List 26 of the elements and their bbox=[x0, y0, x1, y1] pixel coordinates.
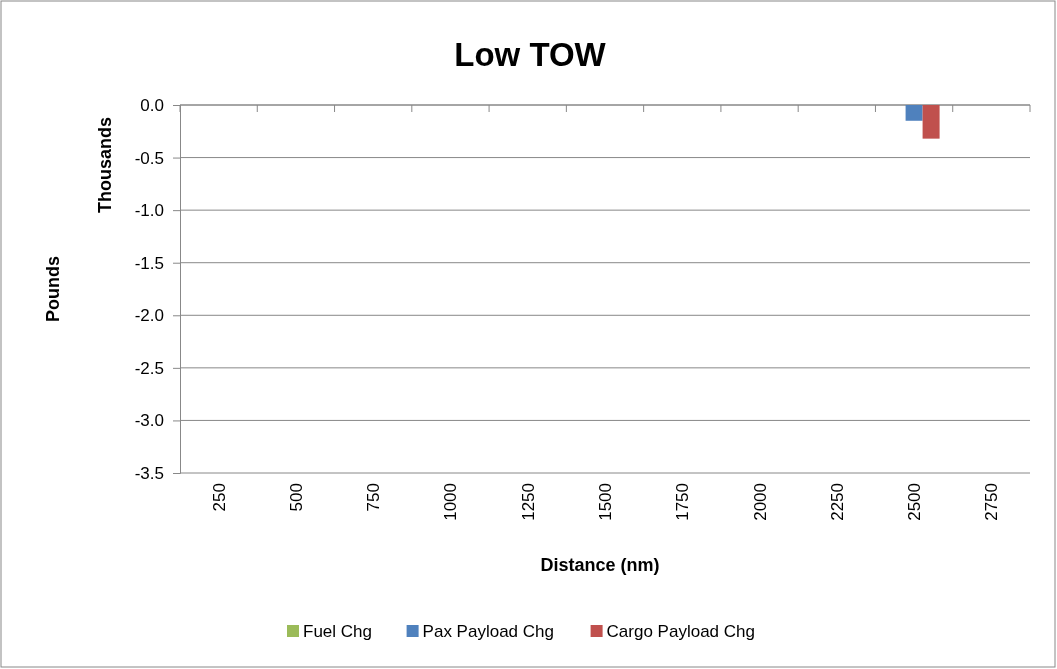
x-tick-label: 500 bbox=[286, 483, 306, 512]
text: Thousands bbox=[95, 116, 115, 214]
x-tick-label: 1750 bbox=[673, 483, 693, 521]
legend-label: Pax Payload Chg bbox=[422, 622, 554, 641]
y-tick-label: -1.0 bbox=[134, 201, 164, 221]
x-tick-label: 1500 bbox=[596, 483, 615, 521]
x-tick-label: 1000 bbox=[441, 483, 461, 521]
y-tick-label: -3.5 bbox=[134, 463, 164, 483]
x-axis-title: Distance (nm) bbox=[540, 555, 660, 575]
legend-label: Cargo Payload Chg bbox=[606, 622, 755, 641]
x-tick-label: 2000 bbox=[750, 483, 770, 521]
y-tick-label: -1.5 bbox=[134, 253, 164, 273]
x-tick-label: 2500 bbox=[905, 483, 925, 521]
x-tick-label: 250 bbox=[209, 483, 229, 512]
x-tick-label: 2750 bbox=[982, 483, 1002, 521]
y-tick-label: -0.5 bbox=[134, 148, 164, 168]
y-tick-label: -3.0 bbox=[134, 411, 164, 431]
y-tick-label: -2.5 bbox=[134, 358, 164, 378]
chart-title: Low TOW bbox=[454, 36, 607, 73]
y-axis-title: Pounds bbox=[43, 256, 63, 322]
x-tick-label: 2250 bbox=[827, 483, 847, 521]
y-tick-label: -2.0 bbox=[134, 306, 164, 326]
x-tick-label: 750 bbox=[364, 483, 384, 512]
legend-label: Fuel Chg bbox=[303, 622, 372, 641]
x-tick-label: 1250 bbox=[518, 483, 538, 521]
y-tick-label: 0.0 bbox=[140, 95, 164, 115]
